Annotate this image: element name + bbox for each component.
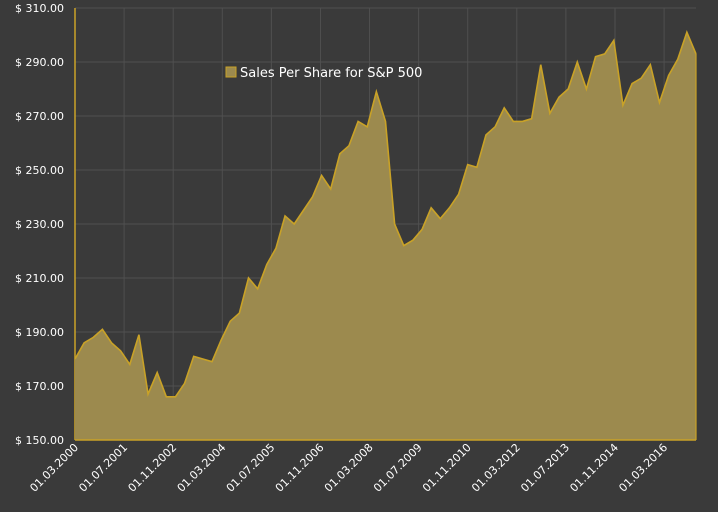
series-line [74, 30, 697, 398]
x-tick-label: 01.03.2016 [616, 441, 670, 495]
y-tick-label: $ 230.00 [15, 218, 64, 231]
legend-swatch [225, 66, 237, 78]
y-axis: $ 150.00 $ 170.00 $ 190.00 $ 210.00 $ 230.00… [15, 2, 76, 447]
series-area [75, 32, 696, 441]
y-tick-label: $ 210.00 [15, 272, 64, 285]
x-tick-label: 01.03.2008 [322, 441, 376, 495]
x-tick-label: 01.03.2000 [27, 441, 81, 495]
x-tick-label: 01.11.2014 [567, 441, 621, 495]
x-axis: 01.03.200001.07.200101.11.200201.03.2004… [27, 439, 696, 495]
x-tick-label: 01.07.2009 [371, 441, 425, 495]
x-tick-label: 01.11.2010 [420, 441, 474, 495]
x-tick-label: 01.07.2005 [224, 441, 278, 495]
y-tick-label: $ 150.00 [15, 434, 64, 447]
y-tick-label: $ 290.00 [15, 56, 64, 69]
x-tick-label: 01.07.2013 [518, 441, 572, 495]
x-tick-label: 01.03.2004 [175, 441, 229, 495]
legend-label: Sales Per Share for S&P 500 [240, 66, 422, 81]
plot-area [74, 30, 697, 441]
x-tick-label: 01.03.2012 [469, 441, 523, 495]
legend: Sales Per Share for S&P 500 [225, 66, 422, 81]
y-tick-label: $ 170.00 [15, 380, 64, 393]
y-tick-label: $ 190.00 [15, 326, 64, 339]
y-tick-label: $ 310.00 [15, 2, 64, 15]
x-tick-label: 01.11.2002 [126, 441, 180, 495]
y-tick-label: $ 270.00 [15, 110, 64, 123]
y-tick-label: $ 250.00 [15, 164, 64, 177]
x-tick-label: 01.07.2001 [76, 441, 130, 495]
x-tick-label: 01.11.2006 [273, 441, 327, 495]
